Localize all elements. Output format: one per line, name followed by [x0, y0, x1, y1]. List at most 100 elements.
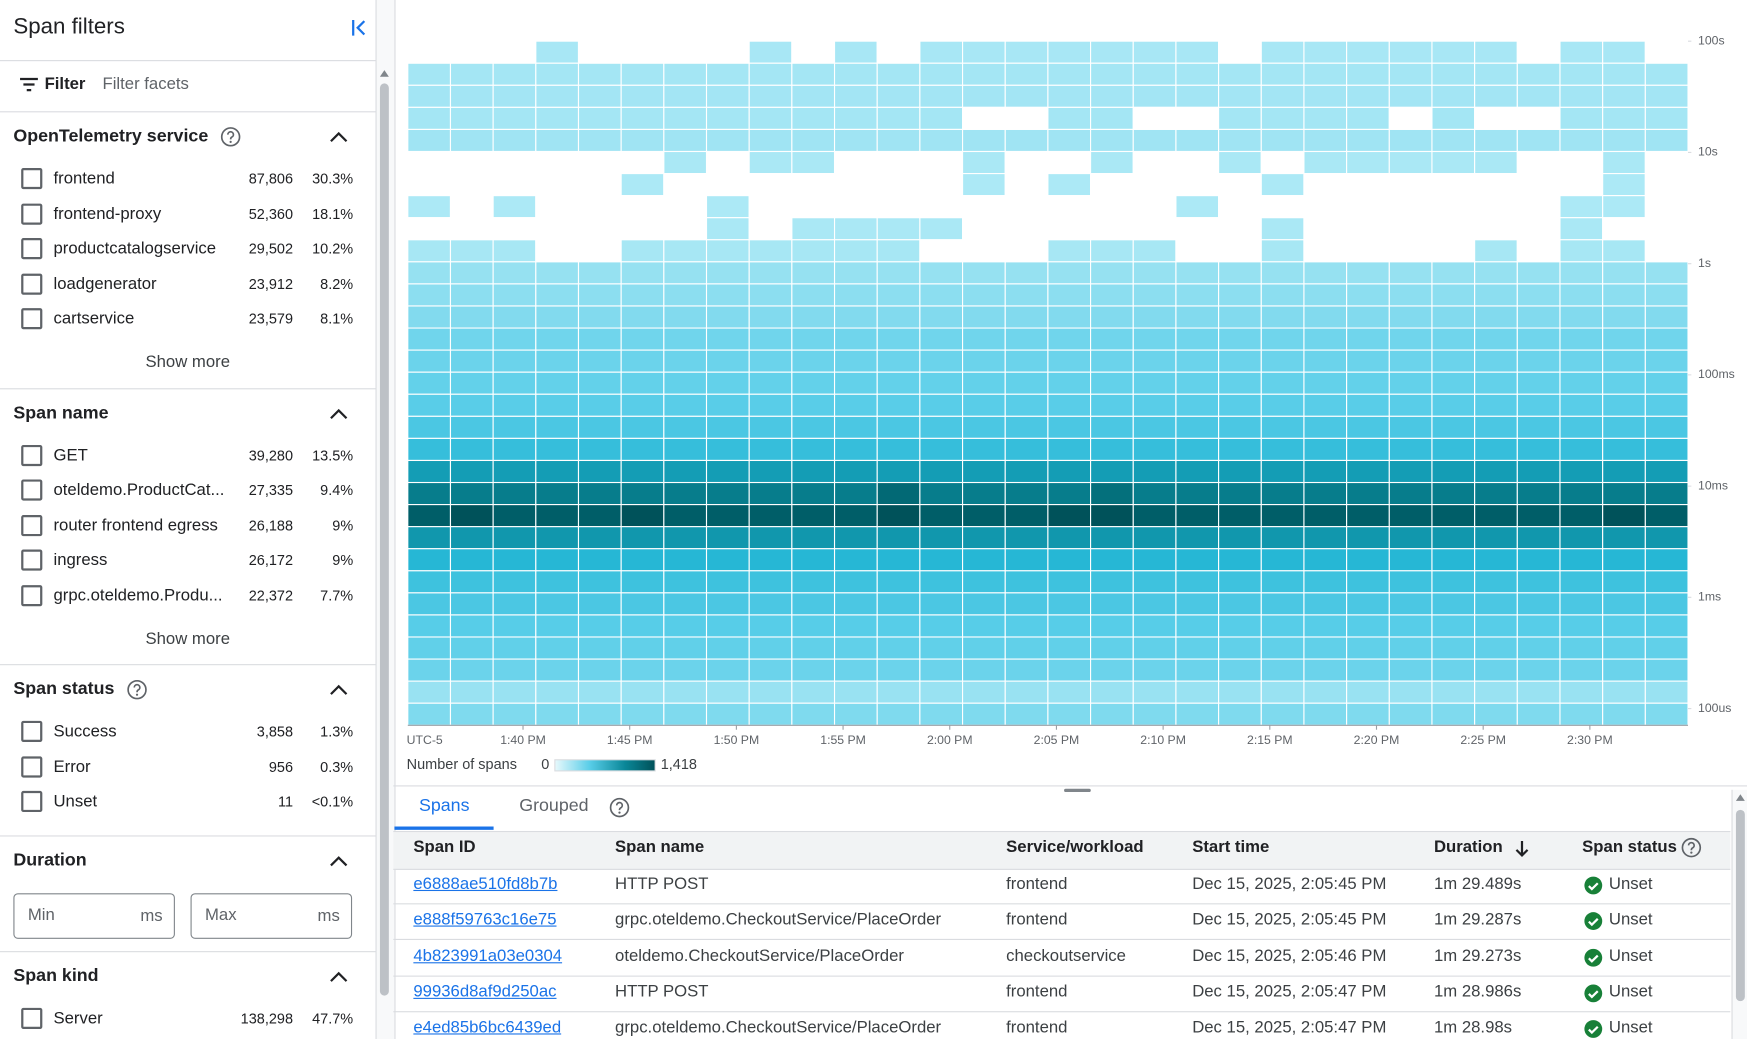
checkbox[interactable] — [21, 203, 43, 225]
facet-count: 29,502 — [248, 240, 294, 258]
collapse-caret[interactable] — [329, 130, 349, 143]
caret — [330, 855, 348, 866]
filter-icon[interactable] — [19, 77, 39, 93]
table-cell: 1m 29.287s — [1433, 910, 1522, 930]
span-id-link[interactable]: 99936d8af9d250ac — [413, 982, 557, 1002]
help-icon[interactable] — [219, 126, 241, 148]
facet-percent: 7.7% — [320, 587, 354, 604]
column-header: Service/workload — [1006, 837, 1144, 857]
checkbox[interactable] — [21, 514, 43, 536]
resize-handle[interactable] — [1064, 788, 1091, 793]
checkbox[interactable] — [21, 479, 43, 501]
collapse-caret[interactable] — [329, 407, 349, 420]
checkbox[interactable] — [21, 549, 43, 571]
checkbox[interactable] — [21, 238, 43, 260]
facet-label: loadgenerator — [53, 274, 157, 294]
span-id-link[interactable]: e6888ae510fd8b7b — [413, 874, 558, 894]
span-id-link[interactable]: e888f59763c16e75 — [413, 910, 557, 930]
input-placeholder: Min — [27, 904, 55, 924]
column-header: Span name — [615, 837, 705, 857]
checkbox[interactable] — [21, 273, 43, 295]
checkbox[interactable] — [21, 791, 43, 813]
facet-label: cartservice — [53, 309, 135, 329]
divider — [393, 785, 1747, 787]
facet-count: 11 — [277, 793, 294, 811]
table-cell: Dec 15, 2025, 2:05:47 PM — [1192, 982, 1387, 1002]
span-id-link[interactable]: e4ed85b6bc6439ed — [413, 1018, 562, 1037]
input-unit: ms — [317, 906, 340, 925]
y-tick-label: 1s — [1698, 256, 1711, 270]
icon-part — [226, 131, 235, 140]
facet-count: 3,858 — [256, 723, 294, 741]
table-cell: 1m 28.98s — [1433, 1018, 1513, 1037]
icon-part — [1690, 851, 1693, 854]
facet-item: router frontend egress 26,188 9% — [0, 508, 375, 543]
status-circle — [1584, 1020, 1603, 1039]
table-cell: oteldemo.CheckoutService/PlaceOrder — [615, 946, 904, 966]
collapse-caret[interactable] — [329, 969, 349, 982]
icon-part — [229, 140, 232, 143]
filter-label[interactable]: Filter — [44, 74, 86, 94]
checkbox[interactable] — [21, 584, 43, 606]
checkbox[interactable] — [21, 1007, 43, 1029]
facet-label: ingress — [53, 550, 108, 570]
status-circle — [1584, 948, 1603, 967]
scrollbar[interactable] — [375, 0, 396, 1039]
y-tick-label: 10s — [1698, 145, 1718, 159]
column-header[interactable]: Duration — [1433, 837, 1503, 857]
sidebar-title: Span filters — [13, 14, 125, 39]
facet-label: Error — [53, 757, 91, 777]
facet-count: 956 — [268, 758, 294, 776]
table-cell: frontend — [1006, 910, 1068, 930]
facet-percent: 1.3% — [320, 723, 354, 741]
facet-percent: 10.2% — [312, 240, 354, 258]
column-header: Span ID — [413, 837, 476, 857]
tab-spans[interactable]: Spans — [418, 796, 470, 816]
collapse-button[interactable] — [348, 17, 370, 39]
range-input[interactable]: Max ms — [190, 892, 353, 939]
colorbar-title: Number of spans — [407, 757, 517, 773]
facet-count: 26,172 — [248, 552, 294, 569]
table-cell: HTTP POST — [615, 874, 709, 894]
table-scrollbar[interactable] — [1731, 789, 1747, 1039]
checkbox[interactable] — [21, 444, 43, 466]
filter-input[interactable]: Filter facets — [102, 74, 189, 94]
collapse-caret[interactable] — [329, 683, 349, 696]
status-icon — [1584, 1020, 1603, 1039]
y-tick-label: 100ms — [1698, 367, 1735, 381]
sort-arrow[interactable] — [1514, 840, 1530, 858]
checkbox[interactable] — [21, 721, 43, 743]
icon-part — [135, 693, 138, 696]
facet-header: Span kind — [0, 952, 375, 1001]
help-icon[interactable] — [1680, 837, 1702, 859]
facet-item: frontend 87,806 30.3% — [0, 161, 375, 196]
help-icon[interactable] — [126, 679, 148, 701]
show-more[interactable]: Show more — [145, 352, 231, 372]
facet-item: cartservice 23,579 8.1% — [0, 301, 375, 336]
table-cell: Dec 15, 2025, 2:05:47 PM — [1192, 1018, 1387, 1037]
facet-section: Duration Min ms Max ms — [0, 836, 376, 952]
facet-section: OpenTelemetry service frontend 87,806 30.3%… — [0, 112, 376, 389]
facet-item: productcatalogservice 29,502 10.2% — [0, 231, 375, 266]
facet-label: Success — [53, 722, 117, 742]
facet-item: ingress 26,172 9% — [0, 543, 375, 578]
checkbox[interactable] — [21, 308, 43, 330]
status-check — [1588, 882, 1599, 891]
facet-percent: 18.1% — [312, 205, 354, 223]
icon-part — [1681, 837, 1702, 858]
status-icon — [1584, 948, 1603, 967]
status-circle — [1584, 876, 1603, 895]
facet-list: OpenTelemetry service frontend 87,806 30.3%… — [0, 111, 376, 1039]
span-id-link[interactable]: 4b823991a03e0304 — [413, 946, 563, 966]
checkbox[interactable] — [21, 168, 43, 190]
facet-label: Server — [53, 1008, 103, 1028]
show-more[interactable]: Show more — [145, 629, 231, 648]
x-tick-label: 2:30 PM — [1567, 733, 1613, 747]
tab-grouped[interactable]: Grouped — [519, 796, 589, 816]
collapse-caret[interactable] — [329, 854, 349, 867]
range-input[interactable]: Min ms — [13, 892, 175, 939]
help-icon[interactable] — [608, 796, 630, 818]
checkbox[interactable] — [21, 756, 43, 778]
status-check — [1588, 1026, 1599, 1035]
status-icon — [1584, 912, 1603, 931]
